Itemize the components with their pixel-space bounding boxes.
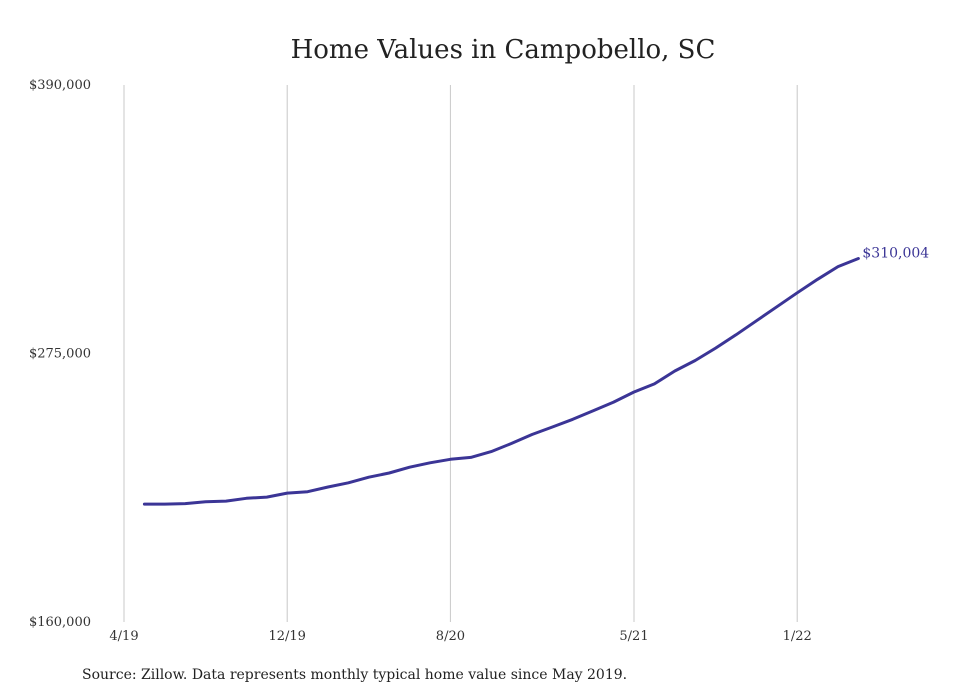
y-tick-label: $160,000 [29, 615, 91, 630]
source-note: Source: Zillow. Data represents monthly … [82, 667, 628, 683]
end-value-label: $310,004 [862, 245, 929, 261]
x-axis-ticks: 4/19 12/19 8/20 5/21 1/22 [109, 629, 811, 644]
x-tick-label: 8/20 [436, 629, 465, 644]
y-tick-label: $390,000 [29, 78, 91, 93]
y-axis-ticks: $390,000 $275,000 $160,000 [29, 78, 91, 630]
chart-title: Home Values in Campobello, SC [291, 35, 716, 65]
y-tick-label: $275,000 [29, 347, 91, 362]
x-tick-label: 12/19 [268, 629, 305, 644]
series-line [142, 257, 860, 506]
grid-lines [123, 85, 798, 622]
x-tick-label: 5/21 [619, 629, 648, 644]
x-tick-label: 4/19 [109, 629, 138, 644]
x-tick-label: 1/22 [783, 629, 812, 644]
